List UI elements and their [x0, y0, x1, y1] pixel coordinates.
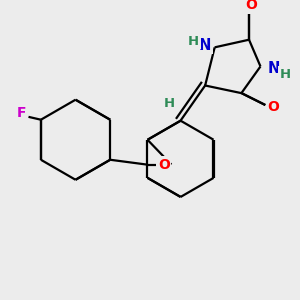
Text: O: O [245, 0, 257, 12]
Text: H: H [188, 35, 199, 48]
Text: N: N [268, 61, 280, 76]
Text: O: O [267, 100, 279, 114]
Text: H: H [164, 97, 175, 110]
Text: O: O [158, 158, 170, 172]
Text: N: N [199, 38, 211, 53]
Text: F: F [17, 106, 27, 120]
Text: H: H [280, 68, 291, 81]
